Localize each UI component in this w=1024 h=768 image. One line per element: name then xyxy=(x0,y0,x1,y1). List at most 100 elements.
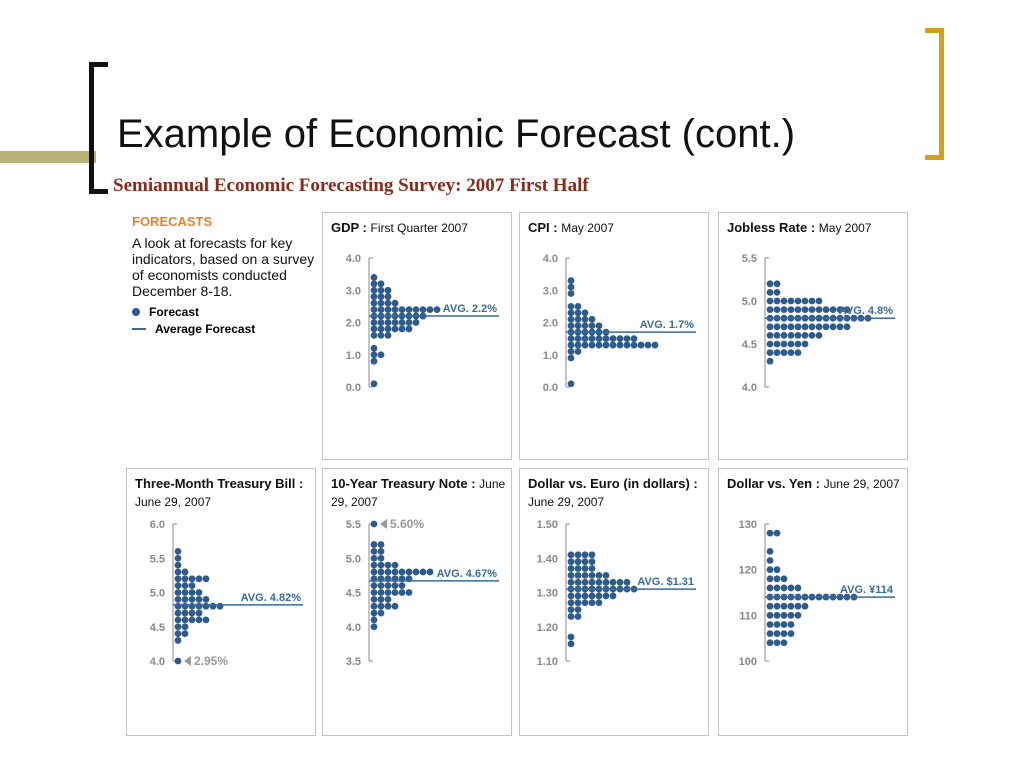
forecast-dot xyxy=(174,561,182,569)
forecast-dot xyxy=(588,578,596,586)
forecast-dot xyxy=(780,297,788,305)
dot-row xyxy=(370,293,392,301)
forecast-dot xyxy=(174,554,182,562)
dot-row xyxy=(766,557,774,564)
forecast-dot xyxy=(188,589,196,596)
forecast-dot xyxy=(174,548,182,555)
forecast-dot xyxy=(426,306,434,313)
forecast-dot xyxy=(384,582,392,590)
forecast-dot xyxy=(644,341,652,349)
dot-row xyxy=(766,529,781,537)
forecast-dot xyxy=(787,340,795,348)
dot-row xyxy=(567,613,582,620)
forecast-dot xyxy=(773,630,781,637)
forecast-dot xyxy=(794,611,802,619)
forecast-dot xyxy=(391,325,399,333)
forecast-dot xyxy=(581,335,589,343)
forecast-dot xyxy=(773,584,781,592)
dot-row xyxy=(370,280,385,288)
forecast-dot xyxy=(377,589,385,596)
dot-row xyxy=(567,341,659,349)
forecast-dot xyxy=(588,322,596,330)
forecast-dot xyxy=(384,286,392,294)
forecast-dot xyxy=(609,341,617,349)
forecast-dot xyxy=(766,297,774,305)
forecast-dot xyxy=(588,592,596,600)
forecast-dot xyxy=(588,558,596,566)
plot: 4.0 4.5 5.0 5.5 6.0 AVG. 4.82% 2.95% xyxy=(150,519,303,668)
forecast-dot xyxy=(801,340,809,348)
forecast-dot xyxy=(370,357,378,365)
forecast-dot xyxy=(195,595,203,603)
panel-title-main: Dollar vs. Yen : xyxy=(727,476,820,491)
dot-row xyxy=(174,582,196,590)
forecast-dot xyxy=(377,595,385,603)
plot: 0.0 1.0 2.0 3.0 4.0 AVG. 1.7% xyxy=(543,253,696,394)
dot-row xyxy=(766,332,823,339)
forecast-dot xyxy=(574,315,582,323)
forecast-dot xyxy=(574,348,582,355)
forecast-dot xyxy=(766,357,774,365)
panel-title: Three-Month Treasury Bill : June 29, 200… xyxy=(135,475,313,511)
forecast-dot xyxy=(780,611,788,619)
forecast-dot xyxy=(377,568,385,576)
forecast-dot xyxy=(567,348,575,355)
forecast-dot xyxy=(609,335,617,343)
forecast-dot xyxy=(174,630,182,637)
forecast-dot xyxy=(181,630,189,637)
forecast-dot xyxy=(377,351,385,359)
forecast-dot xyxy=(370,561,378,569)
dot-row xyxy=(766,602,809,610)
forecast-dot xyxy=(188,582,196,590)
forecast-dot xyxy=(766,566,774,574)
forecast-dot xyxy=(773,306,781,313)
dot-row xyxy=(766,323,851,331)
forecast-dot xyxy=(370,595,378,603)
y-tick-label: 1.20 xyxy=(537,622,558,634)
forecast-dot xyxy=(384,299,392,307)
plot: 100 110 120 130 AVG. ¥114 xyxy=(739,519,895,668)
forecast-dot xyxy=(616,335,624,343)
forecast-dot xyxy=(581,599,589,607)
forecast-dot xyxy=(384,293,392,301)
dot-row xyxy=(370,582,406,590)
forecast-dot xyxy=(370,351,378,359)
forecast-dot xyxy=(766,349,774,356)
intro: FORECASTS A look at forecasts for key in… xyxy=(132,214,317,336)
dot-row xyxy=(766,306,851,313)
forecast-dot xyxy=(780,584,788,592)
forecast-dot xyxy=(602,578,610,586)
y-tick-label: 5.5 xyxy=(150,553,165,565)
forecast-dot xyxy=(766,280,774,288)
forecast-dot xyxy=(567,277,575,284)
forecast-dot xyxy=(581,578,589,586)
forecast-dot xyxy=(815,323,823,331)
forecast-dot xyxy=(595,578,603,586)
forecast-dot xyxy=(574,592,582,600)
forecast-dot xyxy=(766,630,774,637)
dot-row xyxy=(567,335,638,343)
forecast-dot xyxy=(405,306,413,313)
forecast-dot xyxy=(398,589,406,596)
dot-row xyxy=(766,289,781,296)
forecast-dot xyxy=(377,554,385,562)
dot-row xyxy=(370,595,392,603)
average-label: AVG. $1.31 xyxy=(637,576,694,588)
forecast-dot xyxy=(595,599,603,607)
forecast-dot xyxy=(370,623,378,631)
forecast-dot xyxy=(384,332,392,339)
forecast-dot xyxy=(766,529,774,537)
forecast-dot xyxy=(794,340,802,348)
forecast-dot xyxy=(567,565,575,572)
forecast-dot xyxy=(787,584,795,592)
forecast-dot xyxy=(181,616,189,624)
plot: 4.0 4.5 5.0 5.5 AVG. 4.8% xyxy=(742,253,895,394)
forecast-dot xyxy=(370,332,378,339)
forecast-dot xyxy=(412,319,420,326)
dot-row xyxy=(370,548,385,555)
forecast-dot xyxy=(567,315,575,323)
dot-row xyxy=(174,561,182,569)
forecast-dot xyxy=(174,568,182,576)
forecast-dot xyxy=(581,571,589,579)
dot-row xyxy=(567,277,575,284)
